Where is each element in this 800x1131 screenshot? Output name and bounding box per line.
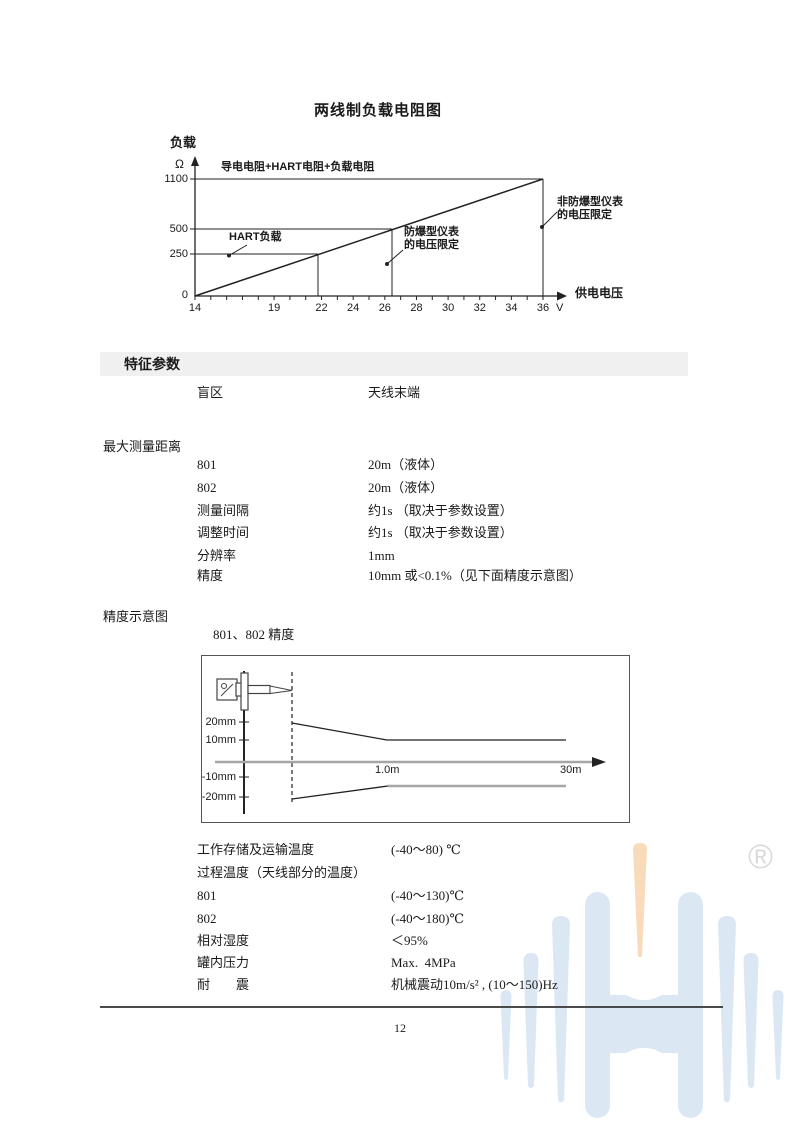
spec-label: 801: [197, 457, 217, 472]
chart-nonex-limit-line1: 非防爆型仪表: [557, 196, 623, 208]
chart-hart-load-label: HART负载: [229, 231, 282, 243]
spec-value: 20m（液体）: [368, 457, 444, 472]
chart-x-unit: V: [556, 302, 564, 314]
subsection-title-max-distance: 最大测量距离: [103, 439, 182, 454]
spec-label: 工作存储及运输温度: [197, 842, 315, 857]
x-tick-label: 28: [410, 302, 423, 314]
page-number: 12: [394, 1021, 406, 1035]
spec-value: ＜95%: [391, 933, 428, 948]
accuracy-diagram-subtitle: 801、802 精度: [213, 627, 295, 642]
y-tick-label: 1100: [164, 173, 188, 185]
chart-y-axis-title: 负载: [170, 135, 197, 150]
spec-value: 约1s （取决于参数设置）: [368, 503, 513, 518]
section-title-characteristics: 特征参数: [124, 356, 180, 372]
chart-ex-limit-line2: 的电压限定: [404, 238, 459, 251]
load-chart-lines: [190, 156, 567, 301]
x-tick-label: 24: [347, 302, 360, 314]
x-tick-labels: 14 19 22 24 26 28 30 32 34 36: [0, 302, 800, 316]
registered-trademark-icon: ®: [748, 838, 774, 876]
spec-label: 分辨率: [197, 548, 237, 563]
footer-divider: [100, 1006, 723, 1008]
y-tick-label: 0: [181, 289, 188, 301]
x-tick-label: 22: [315, 302, 328, 314]
spec-label: 盲区: [197, 385, 224, 400]
section-header-bar: [100, 352, 688, 376]
chart-x-axis-title: 供电电压: [575, 286, 624, 300]
spec-label: 罐内压力: [197, 955, 250, 970]
watermark-flame: [633, 843, 647, 958]
accuracy-y-label: -10mm: [201, 771, 236, 783]
accuracy-x-label-mid: 1.0m: [375, 764, 400, 776]
spec-value: (-40～180)℃: [391, 911, 465, 926]
spec-value: (-40～80) ℃: [391, 842, 461, 857]
accuracy-x-label-end: 30m: [560, 764, 582, 776]
spec-label: 精度: [197, 568, 224, 583]
spec-label: 802: [197, 911, 217, 926]
chart-nonex-limit-label: 非防爆型仪表 的电压限定: [557, 196, 623, 221]
accuracy-y-label: 10mm: [205, 734, 236, 746]
chart-total-resistance-label: 导电电阻+HART电阻+负载电阻: [221, 161, 375, 173]
subsection-title-accuracy: 精度示意图: [103, 609, 169, 624]
spec-value: 机械震动10m/s² , (10～150)Hz: [391, 977, 558, 992]
x-tick-label: 14: [188, 302, 202, 314]
spec-label: 801: [197, 888, 217, 903]
chart-ex-limit-label: 防爆型仪表 的电压限定: [404, 226, 459, 251]
x-tick-label: 32: [473, 302, 486, 314]
y-tick-label: 500: [169, 223, 188, 235]
spec-label: 相对湿度: [197, 933, 250, 948]
accuracy-diagram-frame: [201, 655, 630, 823]
accuracy-y-label: -20mm: [201, 791, 236, 803]
accuracy-y-label: 20mm: [205, 716, 236, 728]
watermark-h-glyph: [585, 892, 703, 1118]
watermark-signal-bars: [500, 916, 784, 1103]
spec-value: 20m（液体）: [368, 480, 444, 495]
page-title: 两线制负载电阻图: [313, 102, 442, 119]
spec-label: 802: [197, 480, 217, 495]
spec-value: 1mm: [368, 548, 395, 563]
spec-value: 天线末端: [368, 385, 421, 400]
chart-nonex-limit-line2: 的电压限定: [557, 208, 612, 221]
spec-value: Max. 4MPa: [391, 955, 456, 970]
spec-label: 耐 震: [197, 977, 250, 992]
x-tick-label: 19: [267, 302, 281, 314]
x-tick-label: 26: [378, 302, 391, 314]
spec-label: 测量间隔: [197, 503, 250, 518]
spec-value: 约1s （取决于参数设置）: [368, 525, 513, 540]
x-tick-label: 36: [536, 302, 550, 314]
chart-y-unit: Ω: [175, 157, 184, 171]
x-tick-label: 34: [505, 302, 518, 314]
chart-ex-limit-line1: 防爆型仪表: [404, 226, 459, 238]
spec-label: 过程温度（天线部分的温度）: [197, 865, 367, 880]
spec-label: 调整时间: [197, 525, 250, 540]
spec-value: (-40～130)℃: [391, 888, 465, 903]
spec-value: 10mm 或<0.1%（见下面精度示意图）: [368, 568, 582, 583]
x-tick-label: 30: [441, 302, 455, 314]
y-tick-label: 250: [169, 248, 188, 260]
